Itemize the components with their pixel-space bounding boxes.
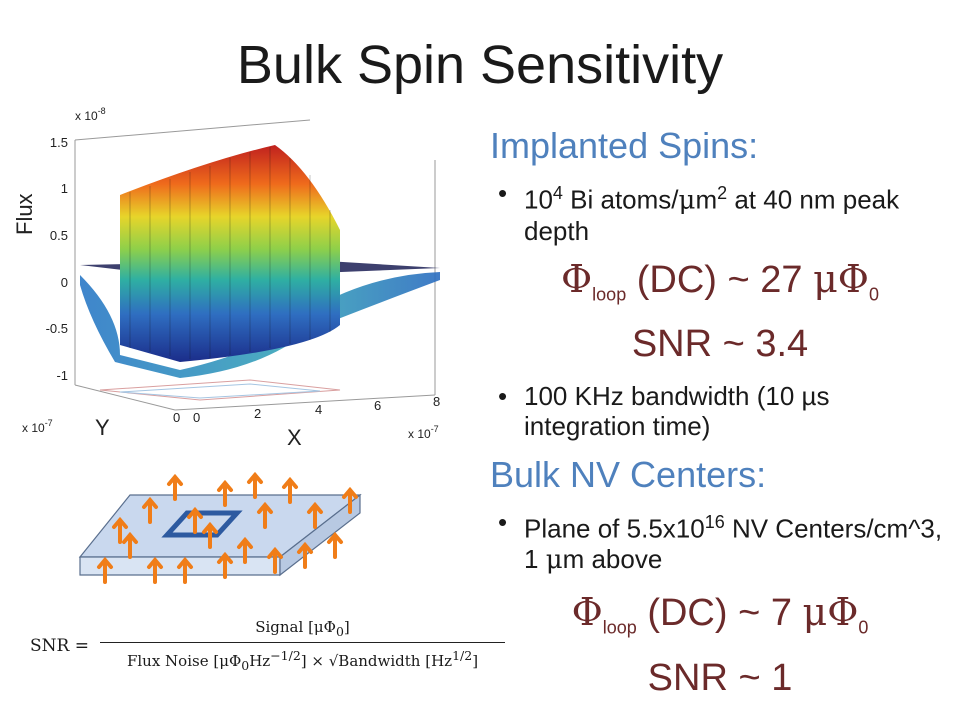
z-tick: -0.5 [46,321,68,336]
spin-arrow [217,479,233,507]
bullet-dot: • [498,381,508,412]
bulk-bullet-plane: • Plane of 5.5x1016 NV Centers/cm^3, 1 μ… [498,507,943,575]
trough-surface [80,272,440,378]
z-tick: 1 [61,181,68,196]
spin-arrow [217,551,233,579]
spin-arrow [142,496,158,524]
spin-arrow [307,501,323,529]
z-tick: 0 [61,275,68,290]
spin-arrow [177,556,193,584]
spin-arrow [297,541,313,569]
pickup-loop [161,510,243,538]
x-axis-label: X [287,425,302,450]
y-axis-label: Y [95,415,110,440]
implanted-bullet-bandwidth: • 100 KHz bandwidth (10 µs integration t… [498,381,830,442]
x-exponent: x 10-7 [408,424,439,441]
axes-frame [74,119,436,411]
spin-arrow [122,531,138,559]
x-tick: 4 [315,402,322,417]
spin-arrow [202,521,218,549]
implanted-snr: SNR ~ 3.4 [631,323,809,366]
spin-arrow [327,531,343,559]
slide-title: Bulk Spin Sensitivity [236,35,724,95]
x-tick: 2 [254,406,261,421]
spin-arrow [147,556,163,584]
z-tick: -1 [56,368,68,383]
bulk-heading: Bulk NV Centers: [490,454,767,496]
spin-arrow [237,536,253,564]
x-tick: 6 [374,398,381,413]
implanted-flux: Φloop (DC) ~ 27 μΦ0 [561,256,879,305]
formula-lhs: SNR = [30,636,89,656]
bulk-snr: SNR ~ 1 [647,656,793,699]
spin-arrow [267,546,283,574]
formula-numerator: Signal [μΦ0] [255,618,350,639]
spin-plate-illustration [78,471,362,584]
z-axis-label: Flux [12,193,37,235]
bullet-dot: • [498,178,508,208]
spin-arrow [97,556,113,584]
formula-denominator: Flux Noise [μΦ0Hz−1/2] × √Bandwidth [Hz1… [126,648,479,673]
bulk-flux: Φloop (DC) ~ 7 μΦ0 [571,589,869,638]
spin-arrow [342,486,358,514]
snr-formula: SNR = Signal [μΦ0] Flux Noise [μΦ0Hz−1/2… [30,618,510,678]
z-tick: 1.5 [50,135,68,150]
right-column: Implanted Spins: • 104 Bi atoms/μm2 at 4… [490,118,950,701]
spin-arrow [167,473,183,501]
spin-arrow [187,506,203,534]
z-tick: 0.5 [50,228,68,243]
y-tick: 0 [173,410,180,425]
plate-side [279,493,361,577]
y-exponent: x 10-7 [22,418,53,435]
flux-surface-plot: 1.5 1 0.5 0 -0.5 -1 x 10-8 Flux [12,106,440,450]
implanted-heading: Implanted Spins: [490,125,759,166]
spin-arrow [247,471,263,499]
fraction-bar [100,642,505,643]
spin-arrow [112,516,128,544]
spin-arrow [257,501,273,529]
z-exponent: x 10-8 [75,106,106,123]
x-tick: 8 [433,394,440,409]
x-tick: 0 [193,410,200,425]
implanted-bullet-density: • 104 Bi atoms/μm2 at 40 nm peak depth [498,178,900,246]
spin-arrow [282,476,298,504]
spin-arrows [97,471,358,584]
bullet-dot: • [498,507,508,538]
